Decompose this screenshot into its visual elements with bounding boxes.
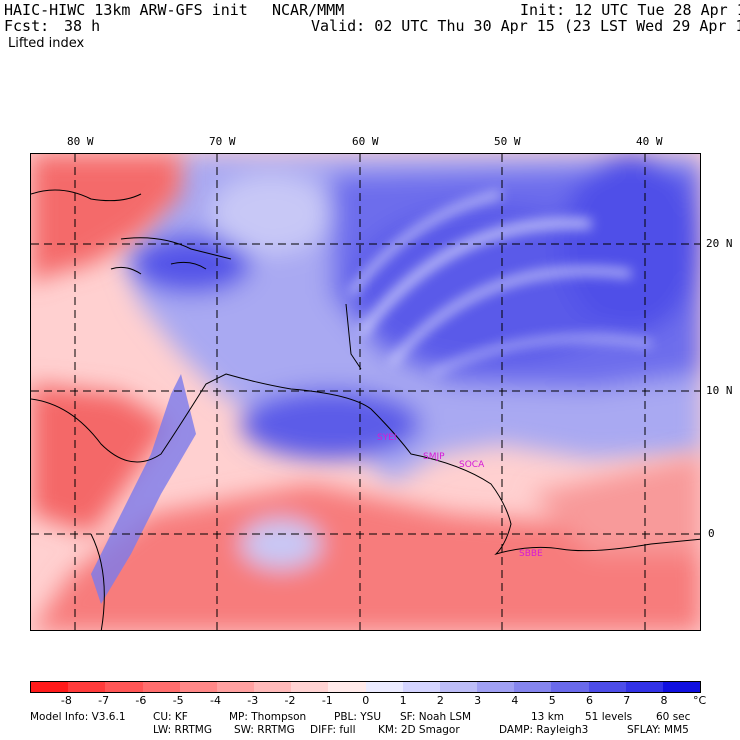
- colorbar-segment: [142, 682, 180, 692]
- colorbar-segment: [439, 682, 478, 692]
- colorbar-segment: [625, 682, 663, 692]
- colorbar-tick-label: 7: [623, 694, 631, 707]
- colorbar-segment: [328, 682, 366, 692]
- station-smjp: SMJP: [423, 452, 445, 462]
- stable-region: [121, 154, 700, 484]
- colorbar-tick-label: 1: [399, 694, 407, 707]
- lat-label-10n: 10 N: [706, 384, 733, 397]
- coastlines: [31, 189, 700, 630]
- footer-line2-item: LW: RRTMG: [153, 724, 212, 736]
- footer-line1-item: MP: Thompson: [229, 711, 307, 723]
- colorbar-segment: [588, 682, 626, 692]
- footer-line1-item: SF: Noah LSM: [400, 711, 472, 723]
- graticule: [31, 154, 700, 630]
- colorbar-tick-label: -8: [60, 694, 72, 707]
- field-title: Lifted index: [8, 36, 85, 51]
- colorbar-segment: [514, 682, 552, 692]
- colorbar-segment: [216, 682, 255, 692]
- colorbar-tick-label: 4: [511, 694, 519, 707]
- colorbar-segment: [179, 682, 217, 692]
- colorbar-tick-label: -1: [321, 694, 333, 707]
- colorbar-segment: [551, 682, 589, 692]
- org-label: NCAR/MMM: [272, 1, 345, 19]
- colorbar-tick-label: 2: [436, 694, 444, 707]
- colorbar-tick-label: -7: [98, 694, 110, 707]
- lat-label-20n: 20 N: [706, 237, 733, 250]
- forecast-label: Fcst:: [4, 17, 50, 35]
- colorbar-segment: [402, 682, 440, 692]
- colorbar: [30, 681, 701, 693]
- colorbar-tick-label: -4: [209, 694, 221, 707]
- cloud-streaks: [348, 190, 652, 377]
- colorbar-tick-label: 8: [660, 694, 668, 707]
- colorbar-tick-label: -6: [135, 694, 147, 707]
- colorbar-unit: °C: [693, 694, 707, 707]
- footer-line2-item: SW: RRTMG: [234, 724, 295, 736]
- footer-line2-item: DAMP: Rayleigh3: [499, 724, 589, 736]
- footer-line1-item: 60 sec: [656, 711, 691, 723]
- colorbar-tick-label: -3: [247, 694, 259, 707]
- station-soca: SOCA: [459, 460, 485, 470]
- colorbar-tick-label: -5: [172, 694, 184, 707]
- model-title: HAIC-HIWC 13km ARW-GFS init: [4, 1, 248, 19]
- footer-line1-item: PBL: YSU: [334, 711, 382, 723]
- colorbar-segment: [254, 682, 292, 692]
- colorbar-segment: [31, 682, 69, 692]
- footer-line2-item: DIFF: full: [310, 724, 356, 736]
- colorbar-tick-label: 3: [474, 694, 482, 707]
- lon-label-40w: 40 W: [636, 135, 663, 148]
- valid-time: Valid: 02 UTC Thu 30 Apr 15 (23 LST Wed …: [311, 17, 740, 35]
- lon-label-60w: 60 W: [352, 135, 379, 148]
- footer-line1-item: Model Info: V3.6.1: [30, 711, 126, 723]
- andes-strip: [91, 374, 196, 604]
- colorbar-tick-label: -2: [284, 694, 296, 707]
- unstable-regions: [31, 154, 700, 630]
- forecast-hour: 38 h: [64, 17, 101, 35]
- station-syei: SYEI: [377, 433, 397, 443]
- footer-line1-item: 51 levels: [585, 711, 633, 723]
- footer-line2-item: SFLAY: MM5: [627, 724, 689, 736]
- colorbar-segment: [68, 682, 106, 692]
- colorbar-segment: [105, 682, 143, 692]
- colorbar-tick-label: 6: [585, 694, 593, 707]
- colorbar-tick-label: 5: [548, 694, 556, 707]
- footer-line2-item: KM: 2D Smagor: [378, 724, 460, 736]
- colorbar-segment: [662, 682, 701, 692]
- lon-label-80w: 80 W: [67, 135, 94, 148]
- lifted-index-map: SYEI SMJP SOCA SBBE: [30, 153, 701, 631]
- init-time: Init: 12 UTC Tue 28 Apr 15: [520, 1, 740, 19]
- station-sbbe: SBBE: [519, 549, 543, 559]
- map-svg: [31, 154, 700, 630]
- footer-line1-item: CU: KF: [153, 711, 188, 723]
- footer-line1-item: 13 km: [531, 711, 565, 723]
- lon-label-70w: 70 W: [209, 135, 236, 148]
- colorbar-segment: [477, 682, 515, 692]
- colorbar-segment: [291, 682, 329, 692]
- colorbar-tick-label: 0: [362, 694, 370, 707]
- lon-label-50w: 50 W: [494, 135, 521, 148]
- colorbar-segment: [365, 682, 403, 692]
- lat-label-equator: 0: [708, 527, 715, 540]
